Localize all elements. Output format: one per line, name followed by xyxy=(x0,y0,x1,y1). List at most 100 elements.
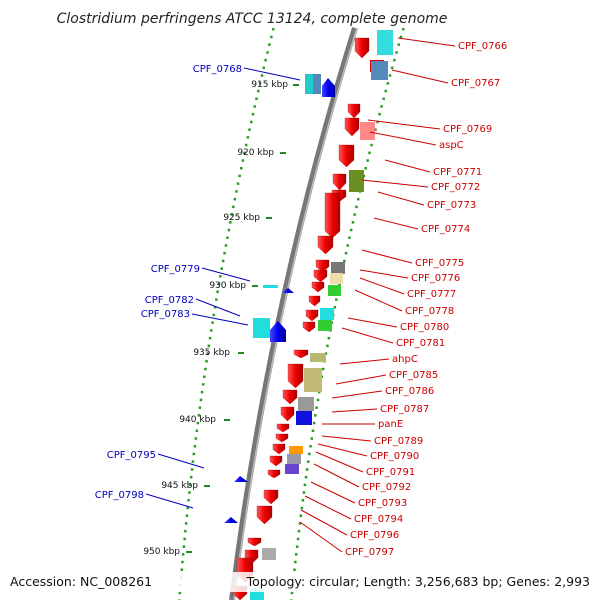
gene-arrow[interactable] xyxy=(313,269,328,283)
gene-label[interactable]: CPF_0779 xyxy=(151,264,200,275)
gene-label[interactable]: CPF_0790 xyxy=(370,451,419,462)
gene-arrow[interactable] xyxy=(315,259,330,273)
gene-arrow[interactable] xyxy=(305,309,319,322)
guide-dot xyxy=(308,452,311,456)
gene-block[interactable] xyxy=(360,122,375,140)
gene-label[interactable]: CPF_0789 xyxy=(374,436,423,447)
gene-arrow[interactable] xyxy=(287,363,304,389)
gene-label[interactable]: CPF_0774 xyxy=(421,224,470,235)
gene-arrow[interactable] xyxy=(272,443,286,455)
gene-label[interactable]: CPF_0796 xyxy=(350,530,399,541)
leader-line xyxy=(359,269,409,279)
gene-block[interactable] xyxy=(330,273,343,284)
gene-arrow[interactable] xyxy=(322,78,335,97)
gene-block[interactable] xyxy=(296,411,312,425)
gene-label[interactable]: CPF_0771 xyxy=(433,167,482,178)
leader-line xyxy=(341,327,394,344)
gene-label[interactable]: CPF_0778 xyxy=(405,306,454,317)
gene-label[interactable]: CPF_0795 xyxy=(107,450,156,461)
gene-block[interactable] xyxy=(310,353,326,362)
gene-block[interactable] xyxy=(285,464,299,474)
gene-label[interactable]: CPF_0783 xyxy=(141,309,190,320)
gene-arrow[interactable] xyxy=(347,103,361,119)
gene-arrow[interactable] xyxy=(275,433,289,443)
gene-block[interactable] xyxy=(304,368,322,392)
leader-line xyxy=(195,298,241,317)
gene-block[interactable] xyxy=(298,397,314,411)
gene-label[interactable]: CPF_0768 xyxy=(193,64,242,75)
gene-block[interactable] xyxy=(287,454,301,464)
gene-label[interactable]: CPF_0769 xyxy=(443,124,492,135)
gene-arrow[interactable] xyxy=(224,517,238,523)
footer-background xyxy=(0,572,600,592)
gene-block[interactable] xyxy=(349,170,364,192)
guide-dot xyxy=(201,383,205,386)
gene-label[interactable]: CPF_0797 xyxy=(345,547,394,558)
gene-label[interactable]: CPF_0776 xyxy=(411,273,460,284)
gene-label[interactable]: CPF_0785 xyxy=(389,370,438,381)
gene-label[interactable]: CPF_0775 xyxy=(415,258,464,269)
gene-label[interactable]: CPF_0773 xyxy=(427,200,476,211)
gene-arrow[interactable] xyxy=(263,489,279,505)
gene-block[interactable] xyxy=(313,74,321,94)
gene-block[interactable] xyxy=(331,262,345,274)
gene-block[interactable] xyxy=(262,548,276,560)
guide-dot xyxy=(376,120,379,124)
gene-label[interactable]: panE xyxy=(378,419,403,430)
gene-arrow[interactable] xyxy=(270,321,286,342)
gene-label[interactable]: CPF_0787 xyxy=(380,404,429,415)
gene-arrow[interactable] xyxy=(282,288,294,293)
leader-line xyxy=(361,179,429,188)
gene-label[interactable]: CPF_0798 xyxy=(95,490,144,501)
gene-arrow[interactable] xyxy=(311,281,325,293)
gene-label[interactable]: CPF_0780 xyxy=(400,322,449,333)
gene-arrow[interactable] xyxy=(269,455,283,467)
gene-block[interactable] xyxy=(289,446,303,454)
map-title: Clostridium perfringens ATCC 13124, comp… xyxy=(57,11,448,27)
gene-arrow[interactable] xyxy=(293,349,309,359)
gene-label[interactable]: CPF_0782 xyxy=(145,295,194,306)
gene-arrow[interactable] xyxy=(344,117,360,137)
leader-line xyxy=(384,159,431,173)
guide-dot xyxy=(272,28,275,31)
genome-backbone xyxy=(229,27,358,600)
gene-label[interactable]: CPF_0766 xyxy=(458,41,507,52)
gene-arrow[interactable] xyxy=(256,505,273,525)
gene-label[interactable]: CPF_0781 xyxy=(396,338,445,349)
gene-arrow[interactable] xyxy=(247,537,262,547)
gene-label[interactable]: CPF_0791 xyxy=(366,467,415,478)
gene-arrow[interactable] xyxy=(276,423,290,433)
gene-label[interactable]: CPF_0772 xyxy=(431,182,480,193)
gene-label[interactable]: CPF_0792 xyxy=(362,482,411,493)
guide-dot xyxy=(390,66,394,70)
gene-block[interactable] xyxy=(253,318,270,338)
gene-block[interactable] xyxy=(371,61,388,80)
gene-block[interactable] xyxy=(320,308,334,320)
gene-arrow[interactable] xyxy=(354,37,370,59)
gene-arrow[interactable] xyxy=(302,321,316,333)
gene-label[interactable]: CPF_0767 xyxy=(451,78,500,89)
gene-block[interactable] xyxy=(318,320,332,331)
gene-label[interactable]: CPF_0793 xyxy=(358,498,407,509)
gene-arrow[interactable] xyxy=(280,406,295,422)
guide-dot xyxy=(251,112,255,116)
gene-arrow[interactable] xyxy=(317,235,334,255)
gene-arrow[interactable] xyxy=(338,144,355,168)
gene-arrow[interactable] xyxy=(324,192,341,239)
gene-arrow[interactable] xyxy=(282,389,298,405)
gene-arrow[interactable] xyxy=(234,476,248,482)
guide-dot xyxy=(204,367,207,371)
guide-dot xyxy=(198,406,202,409)
gene-label[interactable]: aspC xyxy=(439,140,464,151)
gene-block[interactable] xyxy=(377,30,393,55)
gene-arrow[interactable] xyxy=(267,469,281,479)
guide-dot xyxy=(295,553,298,556)
gene-label[interactable]: CPF_0786 xyxy=(385,386,434,397)
gene-block[interactable] xyxy=(263,285,278,288)
gene-label[interactable]: ahpC xyxy=(392,354,418,365)
gene-block[interactable] xyxy=(328,285,341,296)
gene-arrow[interactable] xyxy=(308,295,321,307)
gene-arrow[interactable] xyxy=(332,173,347,191)
gene-label[interactable]: CPF_0794 xyxy=(354,514,403,525)
gene-label[interactable]: CPF_0777 xyxy=(407,289,456,300)
